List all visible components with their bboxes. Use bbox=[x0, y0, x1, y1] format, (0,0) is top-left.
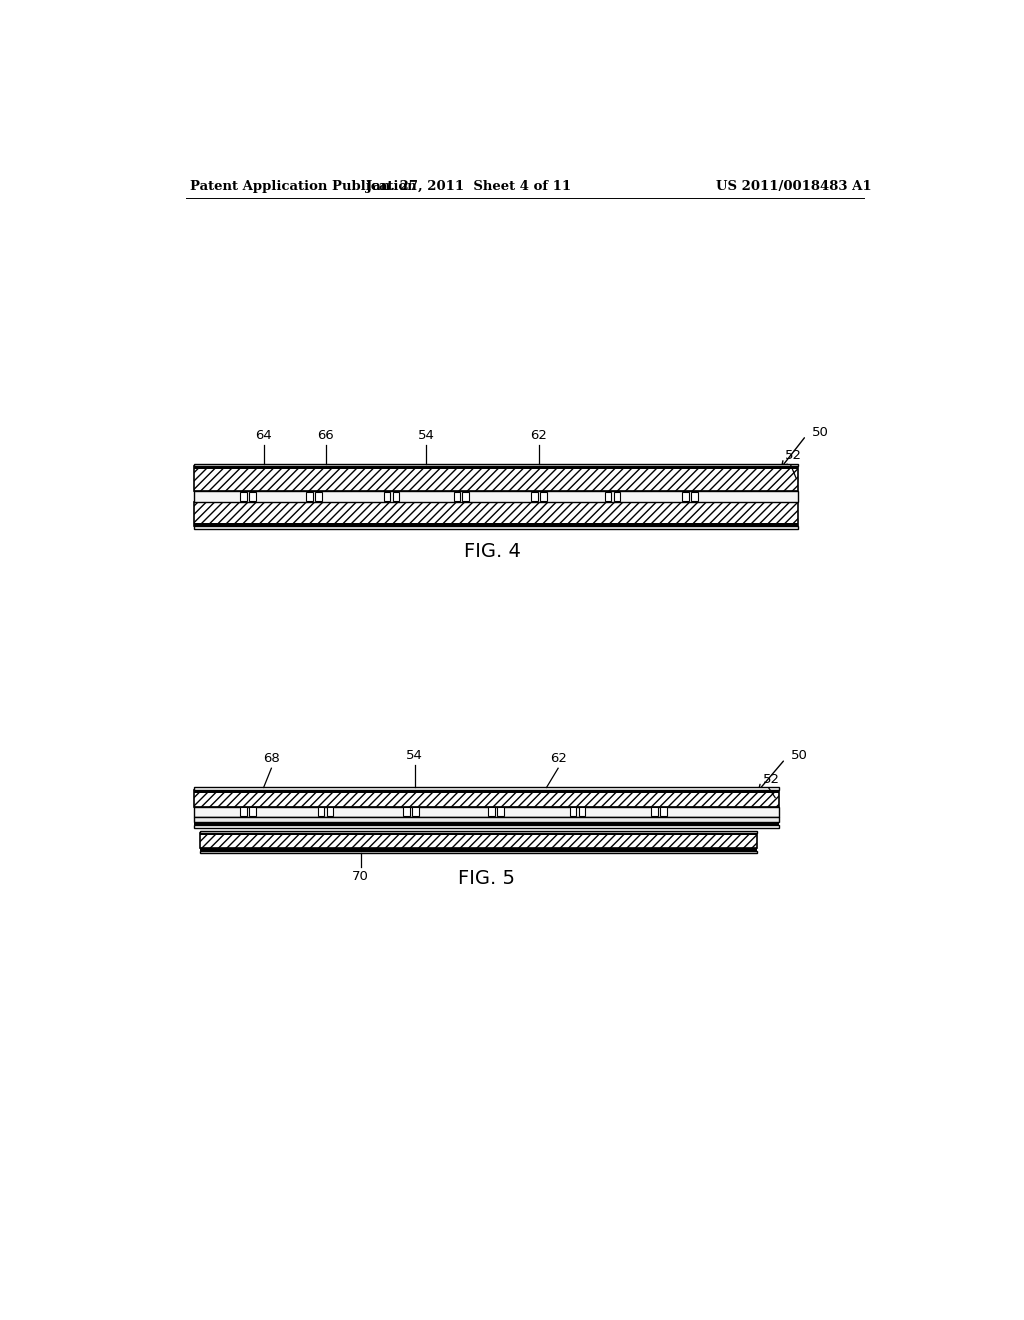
Text: FIG. 4: FIG. 4 bbox=[464, 541, 520, 561]
Bar bbox=[194, 466, 799, 470]
Bar bbox=[194, 523, 799, 527]
Bar bbox=[200, 850, 758, 853]
Bar bbox=[249, 492, 256, 502]
Text: Jan. 27, 2011  Sheet 4 of 11: Jan. 27, 2011 Sheet 4 of 11 bbox=[367, 180, 571, 193]
Bar bbox=[194, 822, 779, 825]
Bar bbox=[194, 466, 799, 491]
Text: FIG. 5: FIG. 5 bbox=[458, 869, 514, 888]
Text: 70: 70 bbox=[352, 870, 369, 883]
Bar bbox=[412, 807, 419, 816]
Text: 64: 64 bbox=[255, 429, 272, 442]
Bar bbox=[194, 789, 779, 793]
Text: 52: 52 bbox=[763, 774, 779, 785]
Bar bbox=[579, 807, 586, 816]
Text: 62: 62 bbox=[530, 429, 547, 442]
Bar bbox=[498, 807, 504, 816]
Bar bbox=[249, 807, 256, 816]
Bar bbox=[651, 807, 657, 816]
Bar bbox=[241, 492, 247, 502]
Bar bbox=[200, 833, 758, 849]
Bar bbox=[569, 807, 577, 816]
Bar bbox=[194, 491, 799, 502]
Bar bbox=[194, 527, 799, 529]
Bar bbox=[194, 788, 779, 789]
Bar bbox=[660, 807, 667, 816]
Text: US 2011/0018483 A1: US 2011/0018483 A1 bbox=[717, 180, 872, 193]
Bar bbox=[327, 807, 334, 816]
Text: 54: 54 bbox=[418, 429, 435, 442]
Bar bbox=[194, 825, 779, 828]
Text: 50: 50 bbox=[812, 426, 828, 440]
Bar bbox=[463, 492, 469, 502]
Bar bbox=[488, 807, 495, 816]
Text: 68: 68 bbox=[263, 752, 280, 766]
Bar bbox=[540, 492, 547, 502]
Bar bbox=[194, 502, 799, 527]
Bar bbox=[613, 492, 621, 502]
Bar bbox=[200, 830, 758, 833]
Bar bbox=[531, 492, 538, 502]
Bar bbox=[604, 492, 611, 502]
Bar bbox=[403, 807, 410, 816]
Bar bbox=[454, 492, 460, 502]
Bar bbox=[241, 807, 247, 816]
Bar bbox=[194, 807, 779, 817]
Bar bbox=[315, 492, 322, 502]
Text: 50: 50 bbox=[791, 750, 808, 763]
Text: 62: 62 bbox=[550, 752, 566, 766]
Bar bbox=[194, 465, 799, 466]
Bar bbox=[200, 833, 758, 836]
Text: 52: 52 bbox=[784, 449, 802, 462]
Bar bbox=[194, 789, 779, 807]
Bar bbox=[317, 807, 325, 816]
Bar bbox=[200, 849, 758, 850]
Bar bbox=[384, 492, 390, 502]
Bar bbox=[306, 492, 313, 502]
Bar bbox=[392, 492, 399, 502]
Bar bbox=[682, 492, 689, 502]
Text: 66: 66 bbox=[317, 429, 334, 442]
Bar bbox=[194, 817, 779, 822]
Bar bbox=[691, 492, 697, 502]
Text: 54: 54 bbox=[407, 748, 423, 762]
Text: Patent Application Publication: Patent Application Publication bbox=[190, 180, 417, 193]
